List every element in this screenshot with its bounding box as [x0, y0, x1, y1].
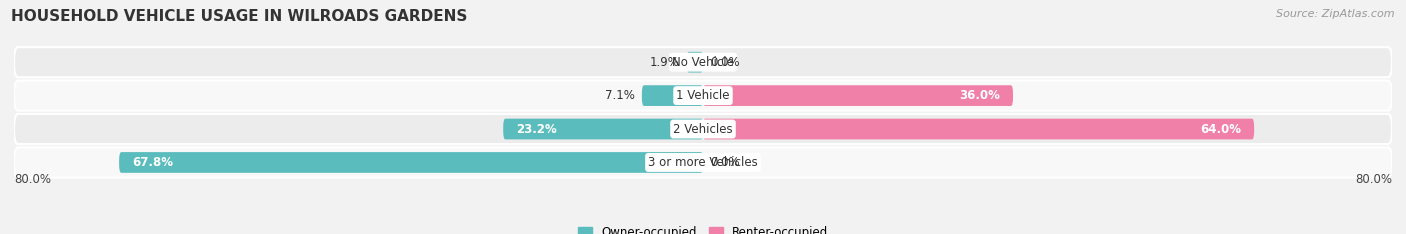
FancyBboxPatch shape — [14, 147, 1392, 178]
Text: 67.8%: 67.8% — [132, 156, 173, 169]
FancyBboxPatch shape — [120, 152, 703, 173]
Text: 2 Vehicles: 2 Vehicles — [673, 123, 733, 135]
Text: 1.9%: 1.9% — [650, 56, 679, 69]
FancyBboxPatch shape — [503, 119, 703, 139]
Text: 3 or more Vehicles: 3 or more Vehicles — [648, 156, 758, 169]
FancyBboxPatch shape — [703, 119, 1254, 139]
Text: 80.0%: 80.0% — [14, 173, 51, 186]
Legend: Owner-occupied, Renter-occupied: Owner-occupied, Renter-occupied — [572, 222, 834, 234]
Text: 7.1%: 7.1% — [605, 89, 636, 102]
Text: 36.0%: 36.0% — [959, 89, 1000, 102]
Text: 64.0%: 64.0% — [1201, 123, 1241, 135]
Text: 23.2%: 23.2% — [516, 123, 557, 135]
Text: 0.0%: 0.0% — [710, 56, 740, 69]
FancyBboxPatch shape — [14, 80, 1392, 111]
FancyBboxPatch shape — [643, 85, 703, 106]
FancyBboxPatch shape — [703, 85, 1012, 106]
Text: 0.0%: 0.0% — [710, 156, 740, 169]
Text: 1 Vehicle: 1 Vehicle — [676, 89, 730, 102]
Text: HOUSEHOLD VEHICLE USAGE IN WILROADS GARDENS: HOUSEHOLD VEHICLE USAGE IN WILROADS GARD… — [11, 9, 468, 24]
FancyBboxPatch shape — [14, 114, 1392, 144]
Text: Source: ZipAtlas.com: Source: ZipAtlas.com — [1277, 9, 1395, 19]
Text: No Vehicle: No Vehicle — [672, 56, 734, 69]
Text: 80.0%: 80.0% — [1355, 173, 1392, 186]
FancyBboxPatch shape — [14, 47, 1392, 77]
FancyBboxPatch shape — [686, 52, 703, 73]
